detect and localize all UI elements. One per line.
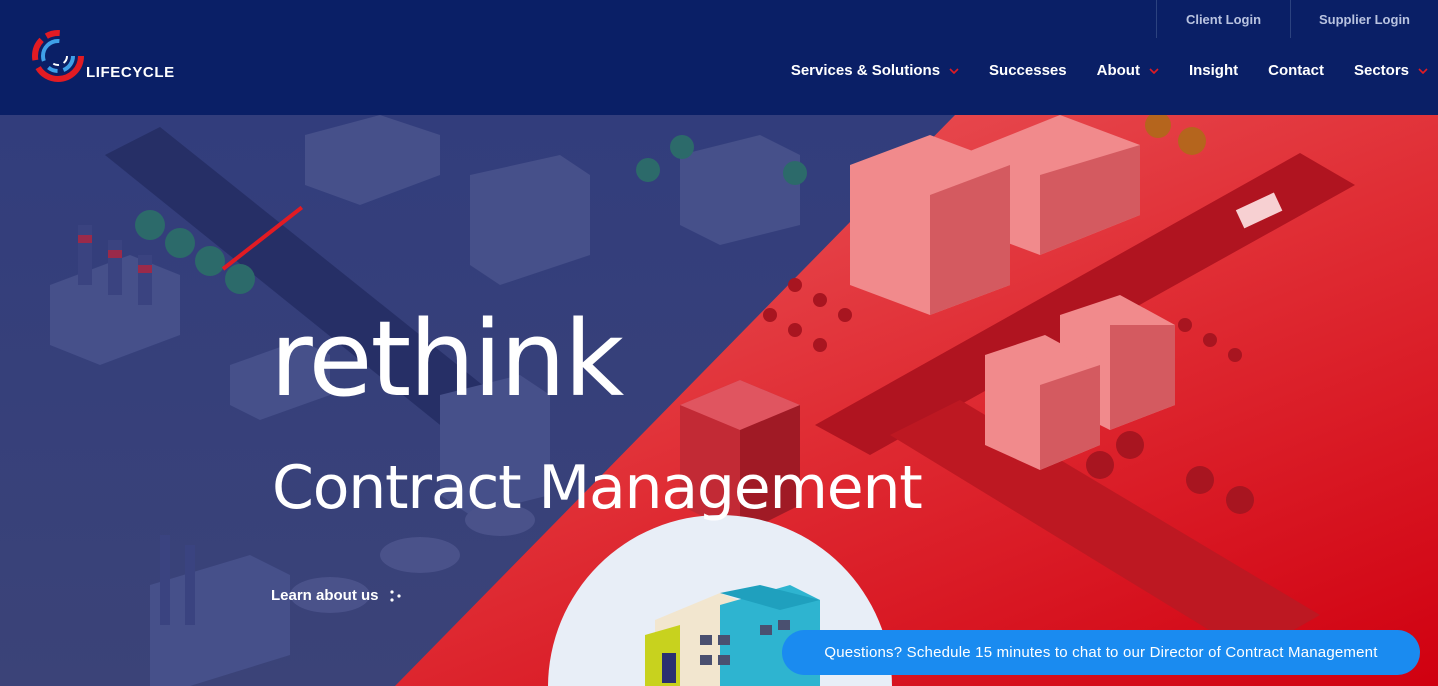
hero-section: rethink Contract Management Learn about … xyxy=(0,115,1438,686)
nav-insight[interactable]: Insight xyxy=(1189,62,1238,79)
supplier-login-link[interactable]: Supplier Login xyxy=(1290,0,1438,38)
chevron-down-icon xyxy=(949,67,959,74)
client-login-link[interactable]: Client Login xyxy=(1156,0,1290,38)
nav-about[interactable]: About xyxy=(1097,62,1159,79)
hero-subline: Contract Management xyxy=(272,453,923,523)
site-logo[interactable]: LIFECYCLE xyxy=(30,28,175,84)
chevron-down-icon xyxy=(1418,67,1428,74)
schedule-chat-label: Questions? Schedule 15 minutes to chat t… xyxy=(824,644,1378,661)
hero-headline: rethink xyxy=(270,298,624,420)
nav-label: Contact xyxy=(1268,62,1324,79)
nav-contact[interactable]: Contact xyxy=(1268,62,1324,79)
nav-label: Successes xyxy=(989,62,1067,79)
nav-sectors[interactable]: Sectors xyxy=(1354,62,1428,79)
logo-text: LIFECYCLE xyxy=(86,64,175,81)
learn-about-us-label: Learn about us xyxy=(271,587,379,604)
main-nav: Services & Solutions Successes About Ins… xyxy=(761,62,1428,79)
lifecycle-ring-logo-icon xyxy=(30,28,88,84)
nav-label: Sectors xyxy=(1353,62,1409,79)
nav-label: About xyxy=(1096,62,1140,79)
nav-successes[interactable]: Successes xyxy=(989,62,1067,79)
schedule-chat-button[interactable]: Questions? Schedule 15 minutes to chat t… xyxy=(782,630,1420,675)
site-header: Client Login Supplier Login LIFECYCLE Se… xyxy=(0,0,1438,115)
dots-arrow-icon xyxy=(389,589,401,602)
learn-about-us-link[interactable]: Learn about us xyxy=(271,587,403,604)
hero-isometric-city-illustration xyxy=(0,115,1438,686)
chevron-down-icon xyxy=(1149,67,1159,74)
nav-services-solutions[interactable]: Services & Solutions xyxy=(791,62,959,79)
nav-label: Insight xyxy=(1188,62,1239,79)
topbar: Client Login Supplier Login xyxy=(1156,0,1438,38)
nav-label: Services & Solutions xyxy=(790,62,941,79)
